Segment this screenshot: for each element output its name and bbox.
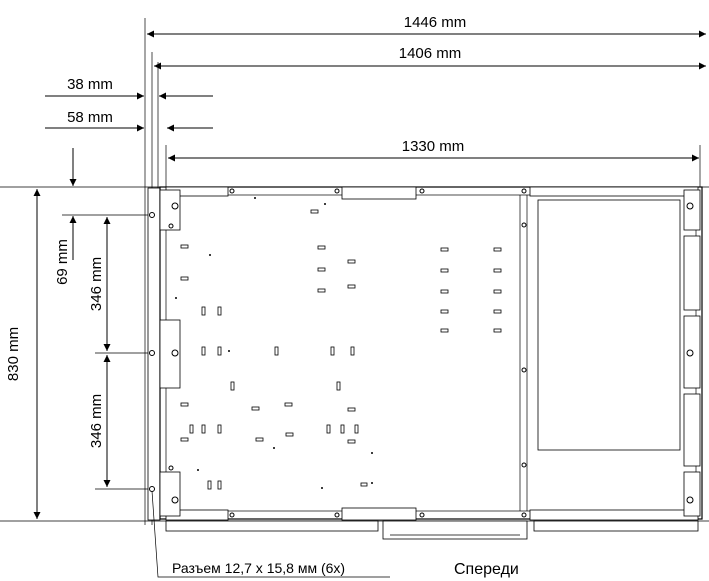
dimension-38: 38 mm xyxy=(45,76,213,100)
connector-callout: Разъем 12,7 x 15,8 мм (6x) xyxy=(151,490,390,578)
dimension-label-1446: 1446 mm xyxy=(404,14,467,31)
dimension-830: 830 mm xyxy=(5,189,41,519)
dimension-label-346-upper: 346 mm xyxy=(88,257,105,311)
dimension-label-346-lower: 346 mm xyxy=(88,394,105,448)
dimension-label-69: 69 mm xyxy=(54,239,71,285)
dimension-58: 58 mm xyxy=(45,109,213,132)
dimension-69: 69 mm xyxy=(54,148,77,285)
front-label: Спереди xyxy=(454,561,519,578)
dimension-1406: 1406 mm xyxy=(154,45,706,70)
dimension-label-58: 58 mm xyxy=(67,109,113,126)
chassis xyxy=(159,186,703,521)
connector-callout-label: Разъем 12,7 x 15,8 мм (6x) xyxy=(172,560,345,576)
dimension-1330: 1330 mm xyxy=(168,138,699,162)
front-panel-rails xyxy=(165,520,699,540)
board-components xyxy=(168,188,527,518)
dimension-346-upper: 346 mm xyxy=(88,217,111,351)
dimension-346-lower: 346 mm xyxy=(88,355,111,487)
dimension-label-1330: 1330 mm xyxy=(402,138,465,155)
left-mounting-posts xyxy=(147,187,161,521)
dimension-label-1406: 1406 mm xyxy=(399,45,462,62)
dimension-label-38: 38 mm xyxy=(67,76,113,93)
dimension-label-830: 830 mm xyxy=(5,327,22,381)
dimension-1446: 1446 mm xyxy=(147,14,706,38)
